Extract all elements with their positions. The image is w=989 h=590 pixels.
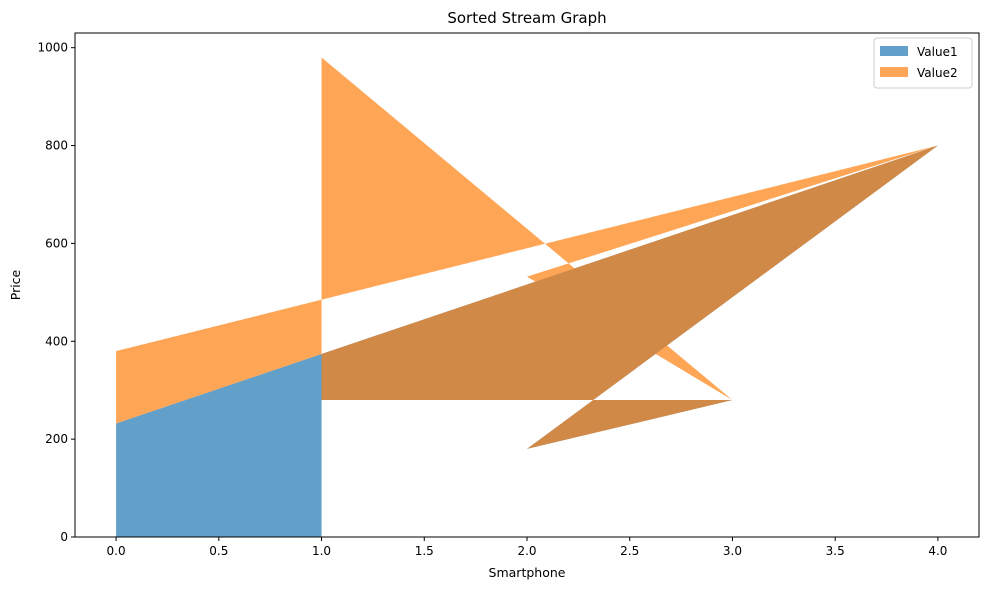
legend-label-value1: Value1 <box>917 45 958 59</box>
y-tick-label: 1000 <box>37 41 68 55</box>
chart-title: Sorted Stream Graph <box>447 9 606 27</box>
legend-swatch-value2 <box>880 67 908 77</box>
axis-ticks: 0.0 0.5 1.0 1.5 2.0 2.5 3.0 3.5 4.0 0 200 400 600 800… <box>37 41 947 558</box>
x-tick-label: 3.0 <box>723 544 742 558</box>
x-axis-label: Smartphone <box>489 565 566 580</box>
x-tick-label: 4.0 <box>928 544 947 558</box>
area-series-value2 <box>116 57 938 449</box>
y-tick-label: 600 <box>45 236 68 250</box>
x-tick-label: 0.5 <box>209 544 228 558</box>
y-tick-label: 200 <box>45 432 68 446</box>
x-tick-label: 2.0 <box>517 544 536 558</box>
plot-area <box>116 57 938 538</box>
y-axis-label: Price <box>8 269 23 300</box>
legend-label-value2: Value2 <box>917 66 958 80</box>
y-tick-label: 400 <box>45 334 68 348</box>
y-tick-label: 800 <box>45 139 68 153</box>
x-tick-label: 3.5 <box>826 544 845 558</box>
x-tick-label: 1.0 <box>312 544 331 558</box>
legend: Value1 Value2 <box>873 37 973 89</box>
y-tick-label: 0 <box>60 530 68 544</box>
x-tick-label: 1.5 <box>415 544 434 558</box>
x-tick-label: 2.5 <box>620 544 639 558</box>
x-tick-label: 0.0 <box>107 544 126 558</box>
legend-swatch-value1 <box>880 46 908 56</box>
